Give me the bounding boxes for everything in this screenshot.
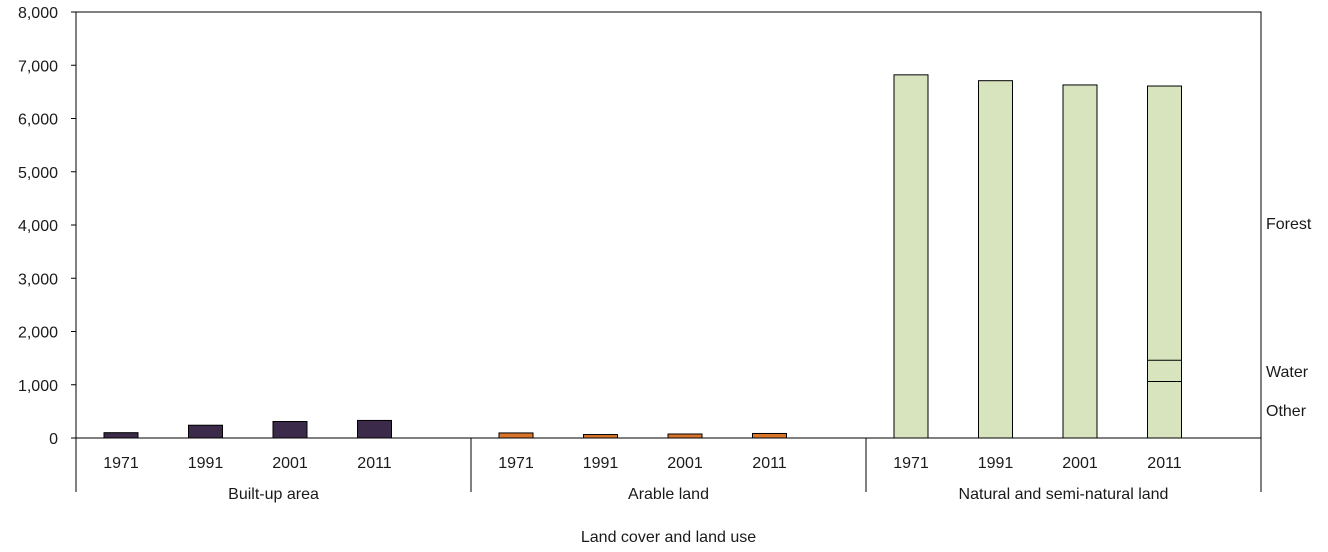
segment-labels: Other Water Forest — [1266, 216, 1312, 420]
x-tick-label: 1991 — [978, 455, 1014, 472]
x-tick-label: 2001 — [667, 455, 703, 472]
y-axis-ticks: 0 1,000 2,000 3,000 4,000 5,000 6,000 7,000 8,00… — [18, 5, 76, 448]
bars — [103, 74, 1182, 439]
x-axis-title: Land cover and land use — [581, 529, 756, 546]
segment-label: Forest — [1266, 216, 1312, 233]
bar — [498, 432, 534, 439]
x-tick-label: 1971 — [498, 455, 534, 472]
segment-label: Water — [1266, 364, 1309, 381]
group-labels: Built-up area Arable land Natural and semi… — [228, 486, 1168, 503]
bar — [978, 80, 1013, 439]
x-tick-label: 2011 — [752, 455, 787, 472]
bar — [1147, 85, 1182, 439]
y-tick-label: 0 — [49, 431, 58, 448]
x-tick-label: 2011 — [357, 455, 392, 472]
x-tick-label: 1991 — [188, 455, 224, 472]
y-tick-label: 5,000 — [18, 165, 58, 182]
group-label: Natural and semi-natural land — [959, 486, 1169, 503]
y-tick-label: 4,000 — [18, 218, 58, 235]
y-tick-label: 2,000 — [18, 325, 58, 342]
bar — [667, 433, 703, 439]
x-tick-label: 1971 — [103, 455, 139, 472]
group-label: Arable land — [628, 486, 709, 503]
y-tick-label: 3,000 — [18, 271, 58, 288]
group-label: Built-up area — [228, 486, 319, 503]
bar — [357, 419, 392, 439]
bar — [1062, 84, 1098, 439]
x-tick-label: 2001 — [1062, 455, 1098, 472]
x-tick-label: 2001 — [272, 455, 308, 472]
bar — [752, 432, 787, 439]
segment-label: Other — [1266, 403, 1307, 420]
bar — [103, 432, 139, 439]
bar — [272, 420, 308, 439]
y-tick-label: 1,000 — [18, 378, 58, 395]
bar — [188, 424, 223, 439]
x-axis-categories: 1971 1991 2001 2011 1971 1991 2001 2011 1971 1991… — [103, 455, 1182, 472]
bar — [583, 434, 618, 439]
x-tick-label: 2011 — [1147, 455, 1182, 472]
y-tick-label: 7,000 — [18, 58, 58, 75]
bar — [893, 74, 929, 439]
x-tick-label: 1991 — [583, 455, 619, 472]
x-tick-label: 1971 — [893, 455, 929, 472]
y-tick-label: 8,000 — [18, 5, 58, 22]
y-tick-label: 6,000 — [18, 112, 58, 129]
